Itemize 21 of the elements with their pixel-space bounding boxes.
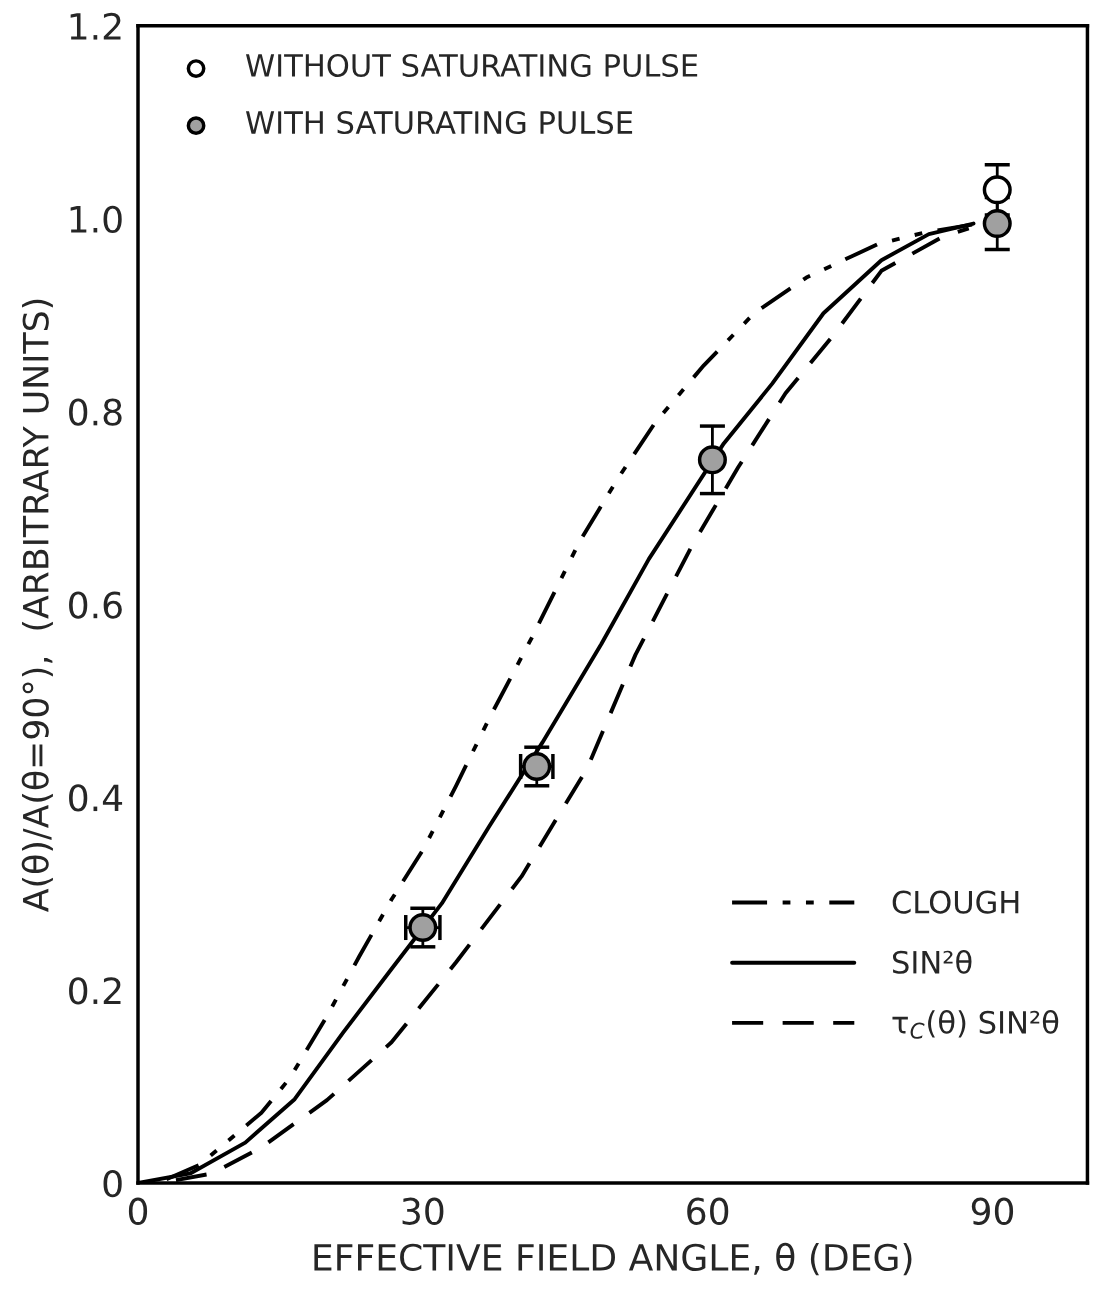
- x-tick-label: 30: [402, 1197, 444, 1225]
- y-tick-label: 1.0: [70, 205, 122, 233]
- legend-label: τ$_{C}$(θ) SIN²θ: [892, 1009, 1059, 1039]
- y-tick-label: 1.2: [70, 12, 121, 40]
- y-axis-title: A(θ)/A(θ=90°), (ARBITRARY UNITS): [21, 299, 53, 912]
- point: [982, 209, 1012, 239]
- legend-label: WITH SATURATING PULSE: [245, 110, 633, 135]
- y-tick-label: 0: [103, 1170, 122, 1198]
- legend-label: SIN²θ: [892, 949, 972, 974]
- point: [982, 175, 1012, 205]
- legend-label: CLOUGH: [892, 890, 1019, 914]
- x-tick-label: 0: [128, 1197, 148, 1225]
- y-tick-label: 0.6: [69, 591, 122, 619]
- x-tick-label: 60: [687, 1197, 729, 1225]
- y-tick-label: 0.8: [69, 398, 122, 426]
- x-tick-label: 90: [971, 1197, 1014, 1225]
- x-axis-title: EFFECTIVE FIELD ANGLE, θ (DEG): [314, 1242, 912, 1276]
- y-tick-label: 0.4: [69, 784, 123, 812]
- y-tick-label: 0.2: [69, 977, 121, 1005]
- legend-label: WITHOUT SATURATING PULSE: [245, 53, 698, 78]
- point: [697, 445, 727, 475]
